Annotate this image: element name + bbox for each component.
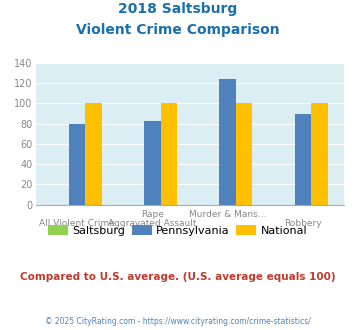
Bar bbox=[160, 103, 177, 205]
Bar bbox=[295, 115, 311, 205]
Text: Aggravated Assault: Aggravated Assault bbox=[108, 219, 197, 228]
Text: Violent Crime Comparison: Violent Crime Comparison bbox=[76, 23, 279, 37]
Text: Robbery: Robbery bbox=[284, 219, 322, 228]
Legend: Saltsburg, Pennsylvania, National: Saltsburg, Pennsylvania, National bbox=[43, 221, 312, 240]
Text: Murder & Mans...: Murder & Mans... bbox=[189, 210, 266, 218]
Bar bbox=[236, 103, 252, 205]
Text: © 2025 CityRating.com - https://www.cityrating.com/crime-statistics/: © 2025 CityRating.com - https://www.city… bbox=[45, 317, 310, 326]
Bar bbox=[144, 121, 160, 205]
Text: All Violent Crime: All Violent Crime bbox=[39, 219, 115, 228]
Bar bbox=[311, 103, 328, 205]
Bar bbox=[85, 103, 102, 205]
Text: Rape: Rape bbox=[141, 210, 164, 218]
Bar bbox=[69, 123, 85, 205]
Text: Compared to U.S. average. (U.S. average equals 100): Compared to U.S. average. (U.S. average … bbox=[20, 272, 335, 282]
Text: 2018 Saltsburg: 2018 Saltsburg bbox=[118, 2, 237, 16]
Bar bbox=[219, 79, 236, 205]
